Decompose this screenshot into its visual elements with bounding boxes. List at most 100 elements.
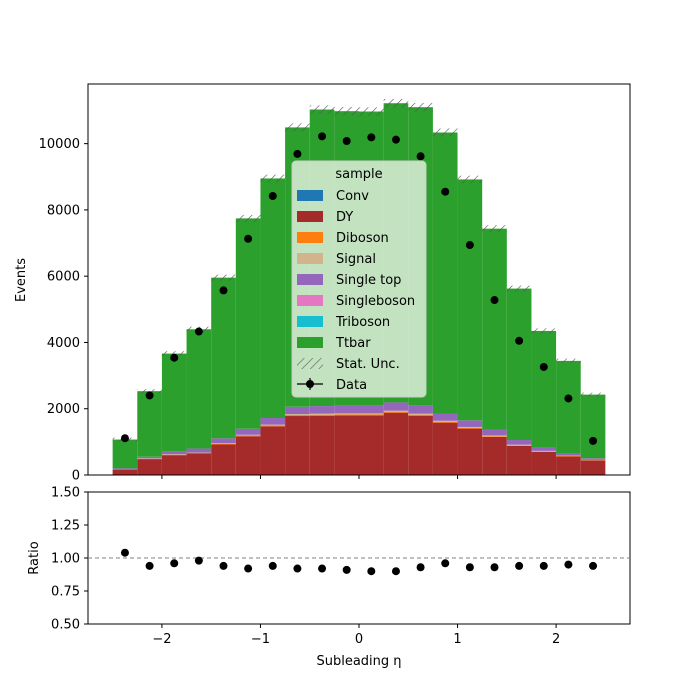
ratio-y-tick-label-1.00: 1.00 (51, 552, 80, 567)
stat-unc-band-11 (383, 99, 409, 108)
bar-diboson-14 (457, 427, 483, 429)
bar-signal-16 (506, 444, 532, 446)
bar-diboson-7 (285, 415, 310, 417)
stat-unc-band-8 (309, 105, 335, 114)
bar-diboson-13 (432, 421, 458, 423)
bar-ttbar-5 (235, 218, 261, 429)
stat-unc-band-1 (137, 389, 162, 394)
ratio-y-tick-label-1.50: 1.50 (51, 486, 80, 501)
data-point-1 (145, 391, 154, 400)
stat-unc-band-9 (334, 107, 359, 116)
bar-dy-10 (359, 415, 384, 475)
bar-single-top-13 (432, 413, 458, 421)
x-tick-label-1: −1 (251, 632, 270, 647)
data-point-2 (170, 353, 179, 362)
ratio-point-13 (441, 559, 450, 568)
bar-ttbar-0 (112, 439, 138, 469)
legend-label-diboson: Diboson (336, 231, 389, 246)
legend-label-dy: DY (336, 210, 353, 225)
stat-unc-band-14 (457, 175, 483, 184)
bar-signal-10 (359, 413, 384, 415)
data-point-3 (194, 327, 203, 336)
bar-single-top-0 (112, 468, 138, 470)
bar-signal-14 (457, 426, 483, 428)
legend-label-data: Data (336, 378, 367, 393)
bar-diboson-5 (235, 435, 261, 437)
bar-dy-8 (309, 415, 335, 475)
y-axis-label-ratio: Ratio (27, 541, 42, 574)
bar-ttbar-18 (556, 360, 581, 453)
ratio-point-11 (391, 567, 400, 576)
legend-swatch-signal (297, 253, 323, 264)
bar-dy-4 (211, 444, 236, 475)
bar-dy-0 (112, 469, 138, 475)
bar-dy-18 (556, 456, 581, 475)
data-point-13 (441, 187, 450, 196)
stat-unc-band-4 (211, 274, 236, 281)
bar-single-top-4 (211, 438, 236, 444)
stat-unc-band-16 (506, 285, 532, 292)
legend-swatch-stat-unc- (297, 358, 323, 369)
bar-dy-19 (580, 460, 606, 475)
data-point-0 (120, 434, 129, 443)
bar-dy-7 (285, 416, 310, 475)
bar-single-top-12 (408, 405, 433, 414)
bar-ttbar-1 (137, 391, 162, 457)
bar-single-top-2 (161, 451, 187, 455)
legend-box (291, 160, 427, 398)
bar-dy-17 (531, 451, 557, 475)
bar-dy-16 (506, 445, 532, 475)
bar-ttbar-2 (161, 353, 187, 452)
legend-swatch-single-top (297, 274, 323, 285)
data-point-19 (589, 436, 598, 445)
bar-ttbar-6 (260, 178, 286, 419)
bar-signal-4 (211, 443, 236, 444)
stat-unc-band-17 (531, 328, 557, 334)
bar-single-top-8 (309, 406, 335, 414)
data-point-10 (367, 133, 376, 142)
stat-unc-band-13 (432, 128, 458, 137)
bar-dy-11 (383, 412, 409, 475)
legend-label-conv: Conv (336, 189, 369, 204)
bar-signal-11 (383, 410, 409, 412)
ratio-y-tick-label-1.25: 1.25 (51, 519, 80, 534)
stat-unc-band-19 (580, 392, 606, 397)
ratio-point-1 (145, 561, 154, 570)
ratio-y-tick-label-0.75: 0.75 (51, 585, 80, 600)
bar-single-top-15 (482, 429, 507, 436)
data-point-5 (244, 234, 253, 243)
bar-dy-1 (137, 459, 162, 475)
legend-swatch-dy (297, 211, 323, 222)
legend: sample Conv DY Diboson Signal Single top Singl… (291, 160, 427, 398)
x-tick-label-3: 1 (453, 632, 461, 647)
data-point-9 (342, 136, 351, 145)
bar-single-top-9 (334, 405, 359, 414)
bar-signal-5 (235, 434, 261, 436)
bar-dy-3 (186, 453, 212, 475)
bar-ttbar-17 (531, 330, 557, 448)
legend-label-triboson: Triboson (335, 315, 390, 330)
bar-diboson-8 (309, 414, 335, 416)
stat-unc-band-5 (235, 214, 261, 222)
bar-signal-15 (482, 435, 507, 437)
ratio-point-4 (219, 561, 228, 570)
bar-signal-8 (309, 413, 335, 415)
data-point-18 (564, 394, 573, 403)
bar-dy-2 (161, 455, 187, 475)
legend-swatch-triboson (297, 316, 323, 327)
bar-signal-12 (408, 413, 433, 415)
y-tick-label-8000: 8000 (47, 203, 80, 218)
legend-title: sample (335, 167, 382, 182)
stat-unc-band-2 (161, 351, 187, 356)
ratio-point-12 (416, 563, 425, 572)
bar-dy-9 (334, 415, 359, 475)
bar-single-top-5 (235, 428, 261, 435)
bar-dy-14 (457, 428, 483, 475)
bar-single-top-11 (383, 402, 409, 411)
x-tick-label-4: 2 (552, 632, 560, 647)
bar-diboson-9 (334, 414, 359, 416)
ratio-point-5 (244, 564, 253, 573)
legend-label-singleboson: Singleboson (336, 294, 415, 309)
bar-single-top-16 (506, 440, 532, 445)
bar-ttbar-19 (580, 394, 606, 459)
